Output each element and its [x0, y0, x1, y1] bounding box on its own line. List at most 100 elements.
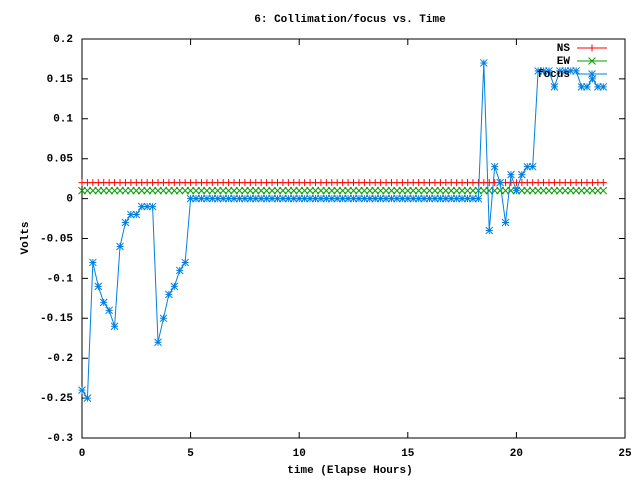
point: [246, 194, 255, 203]
x-tick-label: 25: [618, 448, 632, 460]
point: [175, 266, 184, 275]
point: [469, 194, 477, 203]
point: [121, 186, 130, 195]
point: [479, 186, 488, 195]
point: [545, 67, 553, 75]
point: [99, 298, 108, 307]
point: [474, 194, 483, 203]
legend-marker: [588, 57, 596, 65]
point: [436, 186, 445, 195]
point: [78, 386, 86, 394]
y-tick-label: 0.2: [53, 34, 73, 46]
point: [545, 186, 553, 195]
legend-marker: [588, 70, 596, 78]
point: [116, 186, 124, 195]
point: [143, 202, 152, 211]
point: [181, 258, 190, 267]
point: [593, 186, 602, 195]
point: [105, 186, 114, 195]
point: [420, 194, 428, 203]
y-tick-label: -0.25: [40, 393, 73, 405]
x-tick-label: 20: [510, 448, 523, 460]
point: [479, 59, 488, 67]
point: [295, 186, 304, 195]
point: [463, 194, 472, 203]
x-tick-label: 0: [79, 448, 86, 460]
y-tick-label: -0.1: [47, 273, 74, 285]
chart-title: 6: Collimation/focus vs. Time: [254, 14, 446, 26]
point: [398, 186, 407, 195]
y-tick-label: 0.05: [47, 154, 74, 166]
point: [284, 194, 293, 203]
point: [409, 194, 418, 203]
point: [306, 194, 314, 203]
point: [94, 186, 103, 195]
point: [566, 67, 575, 75]
point: [555, 186, 564, 195]
point: [137, 202, 146, 211]
point: [501, 186, 510, 195]
point: [208, 194, 217, 203]
point: [441, 186, 450, 195]
point: [393, 194, 401, 203]
point: [295, 194, 304, 203]
point: [431, 194, 439, 203]
y-tick-label: 0.1: [53, 114, 73, 126]
point: [398, 194, 407, 203]
point: [583, 83, 591, 91]
point: [203, 186, 211, 195]
point: [431, 186, 439, 195]
point: [517, 170, 526, 179]
point: [452, 194, 461, 203]
point: [262, 186, 271, 195]
x-tick-label: 10: [293, 448, 306, 460]
point: [110, 186, 119, 195]
point: [458, 194, 466, 203]
point: [192, 186, 200, 195]
point: [414, 194, 423, 203]
point: [588, 75, 597, 83]
point: [262, 194, 271, 203]
point: [561, 186, 570, 195]
point: [420, 186, 428, 195]
point: [83, 186, 92, 195]
point: [577, 186, 586, 195]
point: [230, 194, 238, 203]
point: [496, 186, 504, 195]
point: [523, 162, 532, 171]
point: [170, 186, 179, 195]
point: [159, 314, 168, 323]
point: [365, 194, 374, 203]
point: [387, 194, 396, 203]
point: [241, 194, 249, 203]
point: [387, 186, 396, 195]
point: [186, 194, 195, 203]
point: [338, 186, 347, 195]
point: [78, 186, 86, 195]
y-axis-label: Volts: [20, 221, 32, 254]
point: [583, 186, 591, 195]
point: [507, 170, 515, 179]
point: [148, 186, 157, 195]
point: [219, 194, 228, 203]
point: [203, 194, 211, 203]
point: [300, 194, 309, 203]
point: [523, 186, 532, 195]
point: [300, 186, 309, 195]
point: [186, 186, 195, 195]
point: [425, 194, 434, 203]
point: [561, 67, 570, 75]
point: [127, 210, 135, 219]
point: [110, 322, 119, 331]
point: [333, 186, 342, 195]
point: [224, 186, 233, 195]
point: [251, 186, 260, 195]
point: [344, 194, 352, 203]
point: [175, 186, 184, 195]
point: [469, 186, 477, 195]
x-axis-label: time (Elapse Hours): [287, 465, 412, 477]
point: [485, 186, 494, 195]
point: [501, 218, 510, 227]
